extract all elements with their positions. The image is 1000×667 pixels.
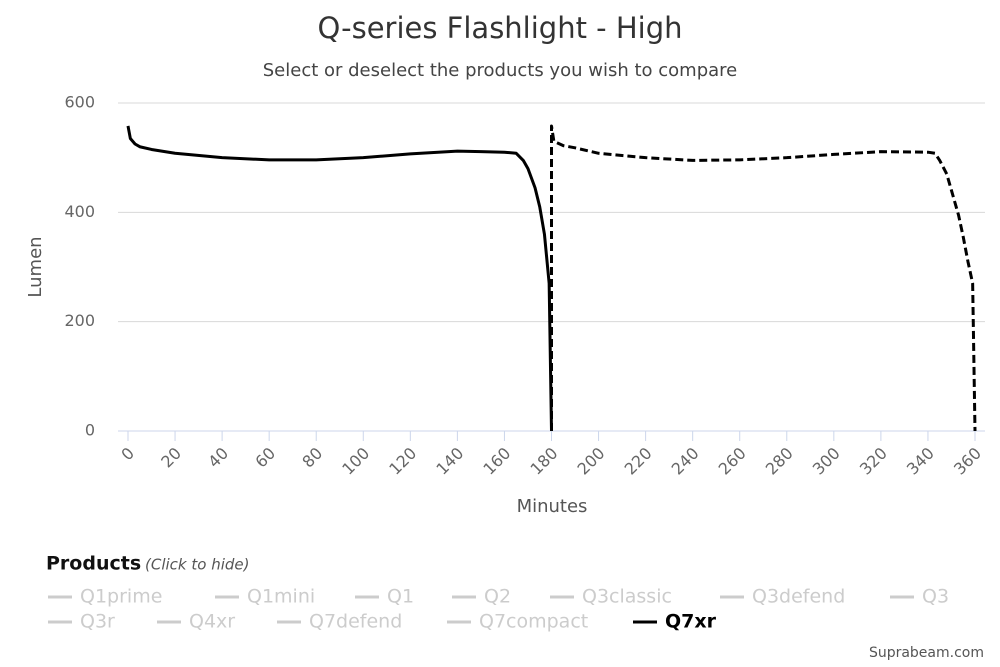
legend-label[interactable]: Q3 bbox=[922, 586, 949, 608]
legend-item[interactable]: Q3classic bbox=[550, 586, 672, 608]
legend-item[interactable]: Q3 bbox=[890, 586, 949, 608]
legend-item[interactable]: Q7defend bbox=[277, 611, 402, 633]
x-tick-label: 100 bbox=[338, 444, 373, 479]
legend-item[interactable]: Q7xr bbox=[633, 611, 717, 633]
legend-label[interactable]: Q3defend bbox=[752, 586, 845, 608]
y-tick-label: 400 bbox=[64, 202, 95, 221]
legend-label[interactable]: Q1 bbox=[387, 586, 414, 608]
legend-item[interactable]: Q4xr bbox=[157, 611, 235, 633]
credits: Suprabeam.com bbox=[869, 645, 984, 661]
legend-item[interactable]: Q1 bbox=[355, 586, 414, 608]
legend-label[interactable]: Q1prime bbox=[80, 586, 162, 608]
x-tick-label: 360 bbox=[950, 444, 985, 479]
x-tick-label: 20 bbox=[157, 444, 185, 472]
legend-item[interactable]: Q1mini bbox=[215, 586, 315, 608]
legend-item[interactable]: Q3defend bbox=[720, 586, 845, 608]
legend-label[interactable]: Q1mini bbox=[247, 586, 315, 608]
y-tick-label: 200 bbox=[64, 311, 95, 330]
x-tick-label: 140 bbox=[432, 444, 467, 479]
legend-item[interactable]: Q7compact bbox=[447, 611, 588, 633]
x-tick-label: 180 bbox=[526, 444, 561, 479]
x-tick-label: 80 bbox=[298, 444, 326, 472]
x-tick-label: 280 bbox=[762, 444, 797, 479]
x-tick-label: 0 bbox=[117, 444, 138, 465]
x-tick-label: 260 bbox=[715, 444, 750, 479]
legend-item[interactable]: Q3r bbox=[48, 611, 115, 633]
legend-label[interactable]: Q3classic bbox=[582, 586, 672, 608]
x-tick-label: 60 bbox=[251, 444, 279, 472]
x-tick-label: 240 bbox=[668, 444, 703, 479]
y-tick-label: 0 bbox=[85, 421, 95, 440]
legend-label[interactable]: Q7compact bbox=[479, 611, 588, 633]
x-tick-label: 160 bbox=[479, 444, 514, 479]
x-tick-label: 40 bbox=[204, 444, 232, 472]
chart-title: Q-series Flashlight - High bbox=[317, 11, 682, 45]
series-line bbox=[126, 125, 553, 432]
x-tick-label: 200 bbox=[574, 444, 609, 479]
x-tick-label: 120 bbox=[385, 444, 420, 479]
legend-label[interactable]: Q7defend bbox=[309, 611, 402, 633]
legend-title: Products bbox=[46, 553, 141, 575]
legend-item[interactable]: Q2 bbox=[452, 586, 511, 608]
x-axis-title: Minutes bbox=[517, 496, 588, 517]
x-tick-label: 340 bbox=[903, 444, 938, 479]
x-tick-label: 320 bbox=[856, 444, 891, 479]
legend-item[interactable]: Q1prime bbox=[48, 586, 162, 608]
legend-label[interactable]: Q2 bbox=[484, 586, 511, 608]
series-line bbox=[550, 124, 977, 432]
chart-subtitle: Select or deselect the products you wish… bbox=[263, 60, 737, 81]
legend-label[interactable]: Q3r bbox=[80, 611, 115, 633]
legend-note: (Click to hide) bbox=[145, 556, 249, 574]
legend-label[interactable]: Q7xr bbox=[665, 611, 717, 633]
x-tick-label: 300 bbox=[809, 444, 844, 479]
y-axis-title: Lumen bbox=[25, 236, 46, 297]
legend-label[interactable]: Q4xr bbox=[189, 611, 235, 633]
x-tick-label: 220 bbox=[621, 444, 656, 479]
y-tick-label: 600 bbox=[64, 93, 95, 112]
